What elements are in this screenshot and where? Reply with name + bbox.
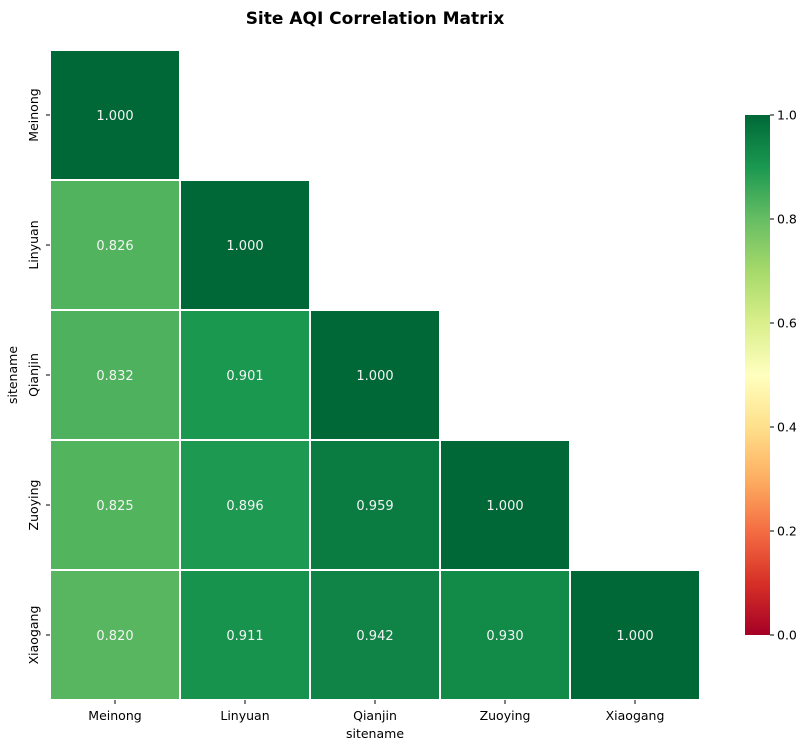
colorbar-tick-label-0.2: 0.2 (777, 524, 797, 539)
heatmap-cell-xiaogang-zuoying (439, 569, 571, 701)
heatmap-cell-zuoying-zuoying (439, 439, 571, 571)
cell-value-qianjin-meinong: 0.832 (96, 369, 133, 384)
x-tick-label-meinong: Meinong (88, 708, 141, 723)
cell-value-zuoying-meinong: 0.825 (96, 499, 133, 514)
colorbar-tick-label-0.6: 0.6 (777, 316, 797, 331)
y-tick-label-qianjin: Qianjin (26, 353, 41, 397)
heatmap-cell-zuoying-linyuan (179, 439, 311, 571)
cell-value-xiaogang-xiaogang: 1.000 (616, 629, 653, 644)
cell-value-zuoying-linyuan: 0.896 (226, 499, 263, 514)
cell-value-qianjin-linyuan: 0.901 (226, 369, 263, 384)
y-tick-label-xiaogang: Xiaogang (26, 606, 41, 665)
cell-value-linyuan-linyuan: 1.000 (226, 239, 263, 254)
cell-value-zuoying-qianjin: 0.959 (356, 499, 393, 514)
cell-value-xiaogang-meinong: 0.820 (96, 629, 133, 644)
heatmap-cell-linyuan-linyuan (179, 179, 311, 311)
y-tick-label-meinong: Meinong (26, 88, 41, 141)
x-tick-label-zuoying: Zuoying (480, 708, 531, 723)
colorbar: 0.0 0.2 0.4 0.6 0.8 1.0 (745, 108, 797, 643)
x-axis-tick-labels: Meinong Linyuan Qianjin Zuoying Xiaogang (88, 700, 664, 723)
heatmap-cell-meinong-meinong (49, 49, 181, 181)
heatmap-cell-qianjin-meinong (49, 309, 181, 441)
x-axis-title: sitename (346, 726, 404, 741)
cell-value-qianjin-qianjin: 1.000 (356, 369, 393, 384)
colorbar-scale (745, 115, 770, 635)
x-tick-label-xiaogang: Xiaogang (606, 708, 665, 723)
cell-value-meinong-meinong: 1.000 (96, 109, 133, 124)
colorbar-tick-label-1.0: 1.0 (777, 108, 797, 123)
y-axis-title: sitename (5, 346, 20, 404)
x-tick-label-qianjin: Qianjin (353, 708, 397, 723)
cell-value-xiaogang-qianjin: 0.942 (356, 629, 393, 644)
cell-value-linyuan-meinong: 0.826 (96, 239, 133, 254)
colorbar-tick-label-0.8: 0.8 (777, 212, 797, 227)
colorbar-ticks: 0.0 0.2 0.4 0.6 0.8 1.0 (770, 108, 797, 643)
heatmap-annotations: 1.000 0.826 1.000 0.832 0.901 1.000 0.825 0.896… (96, 109, 653, 644)
colorbar-tick-label-0.0: 0.0 (777, 628, 797, 643)
cell-value-xiaogang-zuoying: 0.930 (486, 629, 523, 644)
heatmap-cells (49, 49, 701, 701)
heatmap-cell-xiaogang-linyuan (179, 569, 311, 701)
cell-value-xiaogang-linyuan: 0.911 (226, 629, 263, 644)
cell-value-zuoying-zuoying: 1.000 (486, 499, 523, 514)
heatmap-cell-linyuan-meinong (49, 179, 181, 311)
y-axis-tick-labels: Meinong Linyuan Qianjin Zuoying Xiaogang (26, 88, 50, 664)
y-tick-label-linyuan: Linyuan (26, 220, 41, 269)
chart-title: Site AQI Correlation Matrix (246, 9, 505, 29)
x-tick-label-linyuan: Linyuan (220, 708, 269, 723)
colorbar-tick-label-0.4: 0.4 (777, 420, 797, 435)
heatmap-cell-qianjin-qianjin (309, 309, 441, 441)
y-tick-label-zuoying: Zuoying (26, 480, 41, 531)
heatmap-cell-xiaogang-xiaogang (569, 569, 701, 701)
